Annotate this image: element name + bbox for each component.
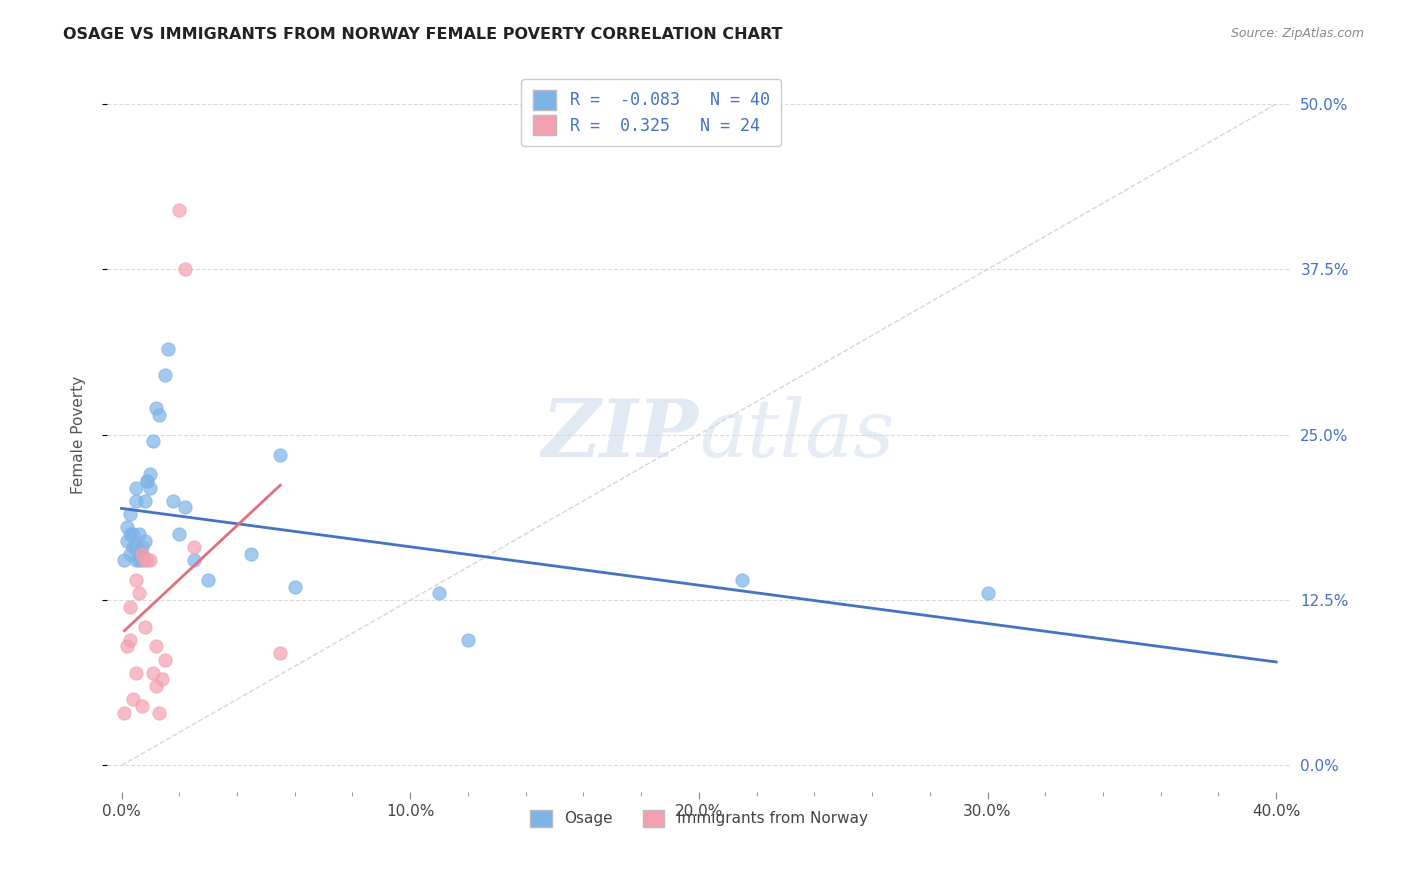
Point xyxy=(153,368,176,383)
Point xyxy=(183,540,205,554)
Y-axis label: Female Poverty: Female Poverty xyxy=(72,376,86,494)
Point xyxy=(117,533,139,548)
Point xyxy=(457,632,479,647)
Point xyxy=(117,640,139,654)
Point xyxy=(125,540,148,554)
Point xyxy=(139,553,162,567)
Point xyxy=(134,553,156,567)
Point xyxy=(112,553,135,567)
Point xyxy=(139,481,162,495)
Point xyxy=(125,665,148,680)
Point xyxy=(125,481,148,495)
Text: ZIP: ZIP xyxy=(541,396,699,474)
Text: Source: ZipAtlas.com: Source: ZipAtlas.com xyxy=(1230,27,1364,40)
Point xyxy=(128,527,150,541)
Point xyxy=(134,533,156,548)
Point xyxy=(128,586,150,600)
Point xyxy=(134,494,156,508)
Point xyxy=(131,547,153,561)
Point xyxy=(731,574,754,588)
Point xyxy=(162,494,184,508)
Point xyxy=(174,500,197,515)
Point xyxy=(150,673,173,687)
Point xyxy=(122,692,145,706)
Point xyxy=(136,474,159,488)
Point xyxy=(148,408,170,422)
Point xyxy=(284,580,307,594)
Point xyxy=(142,434,165,449)
Point xyxy=(122,527,145,541)
Point xyxy=(269,448,291,462)
Point xyxy=(131,698,153,713)
Point xyxy=(197,574,219,588)
Point xyxy=(131,540,153,554)
Point xyxy=(120,527,142,541)
Point xyxy=(112,706,135,720)
Point xyxy=(120,547,142,561)
Point xyxy=(120,632,142,647)
Text: OSAGE VS IMMIGRANTS FROM NORWAY FEMALE POVERTY CORRELATION CHART: OSAGE VS IMMIGRANTS FROM NORWAY FEMALE P… xyxy=(63,27,783,42)
Point xyxy=(125,494,148,508)
Point xyxy=(156,342,179,356)
Point xyxy=(139,467,162,482)
Point xyxy=(120,599,142,614)
Point xyxy=(125,574,148,588)
Point xyxy=(120,507,142,521)
Text: atlas: atlas xyxy=(699,396,894,474)
Point xyxy=(136,474,159,488)
Point xyxy=(148,706,170,720)
Point xyxy=(142,665,165,680)
Point xyxy=(128,553,150,567)
Point xyxy=(183,553,205,567)
Legend: Osage, Immigrants from Norway: Osage, Immigrants from Norway xyxy=(523,803,875,834)
Point xyxy=(153,653,176,667)
Point xyxy=(122,540,145,554)
Point xyxy=(145,640,167,654)
Point xyxy=(240,547,263,561)
Point xyxy=(269,646,291,660)
Point xyxy=(131,547,153,561)
Point xyxy=(174,262,197,277)
Point xyxy=(145,401,167,416)
Point xyxy=(167,527,190,541)
Point xyxy=(125,553,148,567)
Point xyxy=(136,553,159,567)
Point xyxy=(117,520,139,534)
Point xyxy=(145,679,167,693)
Point xyxy=(131,553,153,567)
Point xyxy=(976,586,998,600)
Point xyxy=(427,586,450,600)
Point xyxy=(134,619,156,633)
Point xyxy=(167,202,190,217)
